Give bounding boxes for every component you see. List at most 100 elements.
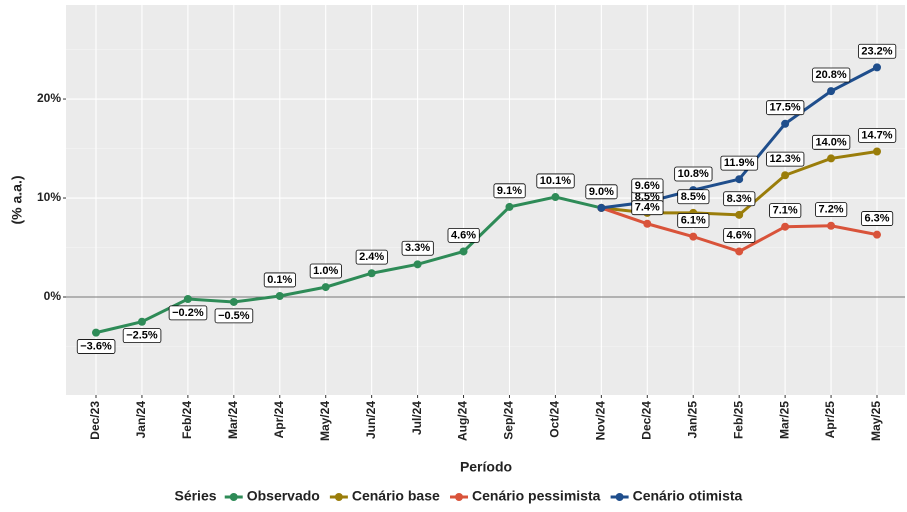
y-tick-label: 10% (37, 190, 61, 204)
value-label-box (168, 305, 208, 321)
value-label-box (857, 128, 897, 143)
value-label-text: 4.6% (451, 229, 476, 241)
value-label-text: 7.2% (819, 204, 844, 216)
value-label-box (536, 173, 575, 189)
value-label-box (812, 134, 851, 150)
x-tick-label: Jan/24 (134, 401, 148, 439)
value-label: 6.1% (677, 213, 710, 228)
value-label-text: 4.6% (727, 229, 752, 241)
value-label: 7.1% (769, 203, 802, 219)
legend-label: Cenário pessimista (472, 488, 601, 504)
value-label-text: 1.0% (313, 265, 338, 277)
value-label: 20.8% (812, 67, 851, 83)
value-label: 12.3% (766, 151, 805, 167)
value-label: 0.1% (263, 272, 296, 288)
value-label-text: 20.8% (815, 69, 846, 81)
value-label-box (766, 151, 805, 167)
value-label: 8.3% (723, 191, 756, 207)
value-label-box (674, 166, 713, 182)
value-label-box (401, 240, 434, 256)
value-label-box (815, 202, 848, 218)
value-label-box (766, 100, 805, 116)
value-label: 17.5% (766, 100, 805, 116)
value-label: 9.0% (585, 184, 618, 200)
value-label-text: 17.5% (770, 102, 801, 114)
value-label: −0.2% (168, 305, 208, 321)
x-tick-label: Feb/24 (180, 401, 194, 439)
data-point (321, 283, 330, 292)
value-label: 3.3% (401, 240, 434, 256)
value-label-text: 7.1% (773, 205, 798, 217)
value-label-text: 23.2% (861, 45, 892, 57)
data-point (643, 219, 652, 228)
legend-point (229, 493, 238, 501)
value-label: 8.5% (677, 189, 710, 205)
value-label-box (812, 67, 851, 83)
value-label-box (631, 178, 664, 194)
x-tick-label: Nov/24 (594, 401, 608, 441)
value-label-text: 9.0% (589, 186, 614, 198)
data-point (689, 232, 698, 241)
data-point (735, 247, 744, 256)
x-tick-label: Dec/23 (88, 401, 102, 440)
plot-panel (66, 5, 905, 395)
value-label-text: 9.1% (497, 185, 522, 197)
legend-point (334, 493, 343, 501)
data-point (735, 175, 744, 184)
value-label: 14.7% (857, 128, 897, 143)
data-point (597, 203, 606, 212)
value-label: 10.8% (674, 166, 713, 182)
data-point (137, 317, 146, 326)
y-axis-title: (% a.a.) (9, 175, 25, 224)
value-label-text: 6.1% (681, 215, 706, 227)
value-label-text: −3.6% (80, 341, 112, 353)
value-label-text: 14.7% (861, 129, 892, 141)
value-label: 14.0% (812, 134, 851, 150)
x-tick-label: Dec/24 (639, 401, 653, 440)
value-label: 10.1% (536, 173, 575, 189)
data-point (781, 119, 790, 128)
value-label-text: −0.2% (172, 307, 204, 319)
value-label-box (585, 184, 618, 200)
value-label: 6.3% (861, 211, 894, 226)
value-label-text: 0.1% (267, 274, 292, 286)
data-point (827, 87, 836, 96)
value-label: 4.6% (447, 227, 480, 243)
value-label-box (214, 308, 254, 324)
data-point (781, 222, 790, 231)
value-label: 9.1% (493, 183, 526, 199)
value-label-text: 11.9% (724, 157, 755, 169)
legend-point (615, 493, 624, 501)
series-line (95, 195, 602, 335)
value-label-text: 7.4% (635, 202, 660, 214)
value-label-box (631, 200, 664, 216)
x-tick-label: Feb/25 (731, 401, 745, 439)
value-label-box (677, 213, 710, 228)
value-label-box (355, 249, 388, 265)
y-tick-label: 20% (37, 91, 61, 105)
x-tick-label: Sep/24 (502, 401, 516, 440)
value-label-box (769, 203, 802, 219)
data-point (781, 171, 790, 180)
value-label-text: 3.3% (405, 242, 430, 254)
value-label: 7.4% (631, 200, 664, 216)
data-point (275, 292, 284, 301)
value-label-box (122, 328, 162, 344)
value-label: 23.2% (857, 43, 897, 59)
data-point (873, 230, 881, 239)
x-tick-label: Jul/24 (410, 401, 424, 435)
x-tick-label: Aug/24 (456, 401, 470, 441)
value-label-text: 14.0% (815, 136, 846, 148)
data-point (551, 193, 560, 202)
value-label-box (493, 183, 526, 199)
value-label-box (861, 211, 894, 226)
value-label-box (76, 339, 116, 354)
legend-label: Observado (247, 488, 320, 504)
data-point (367, 269, 376, 278)
value-label-box (720, 155, 759, 171)
data-point (413, 260, 422, 269)
data-point (505, 202, 514, 211)
value-label-text: 12.3% (770, 153, 801, 165)
data-point (459, 247, 468, 256)
